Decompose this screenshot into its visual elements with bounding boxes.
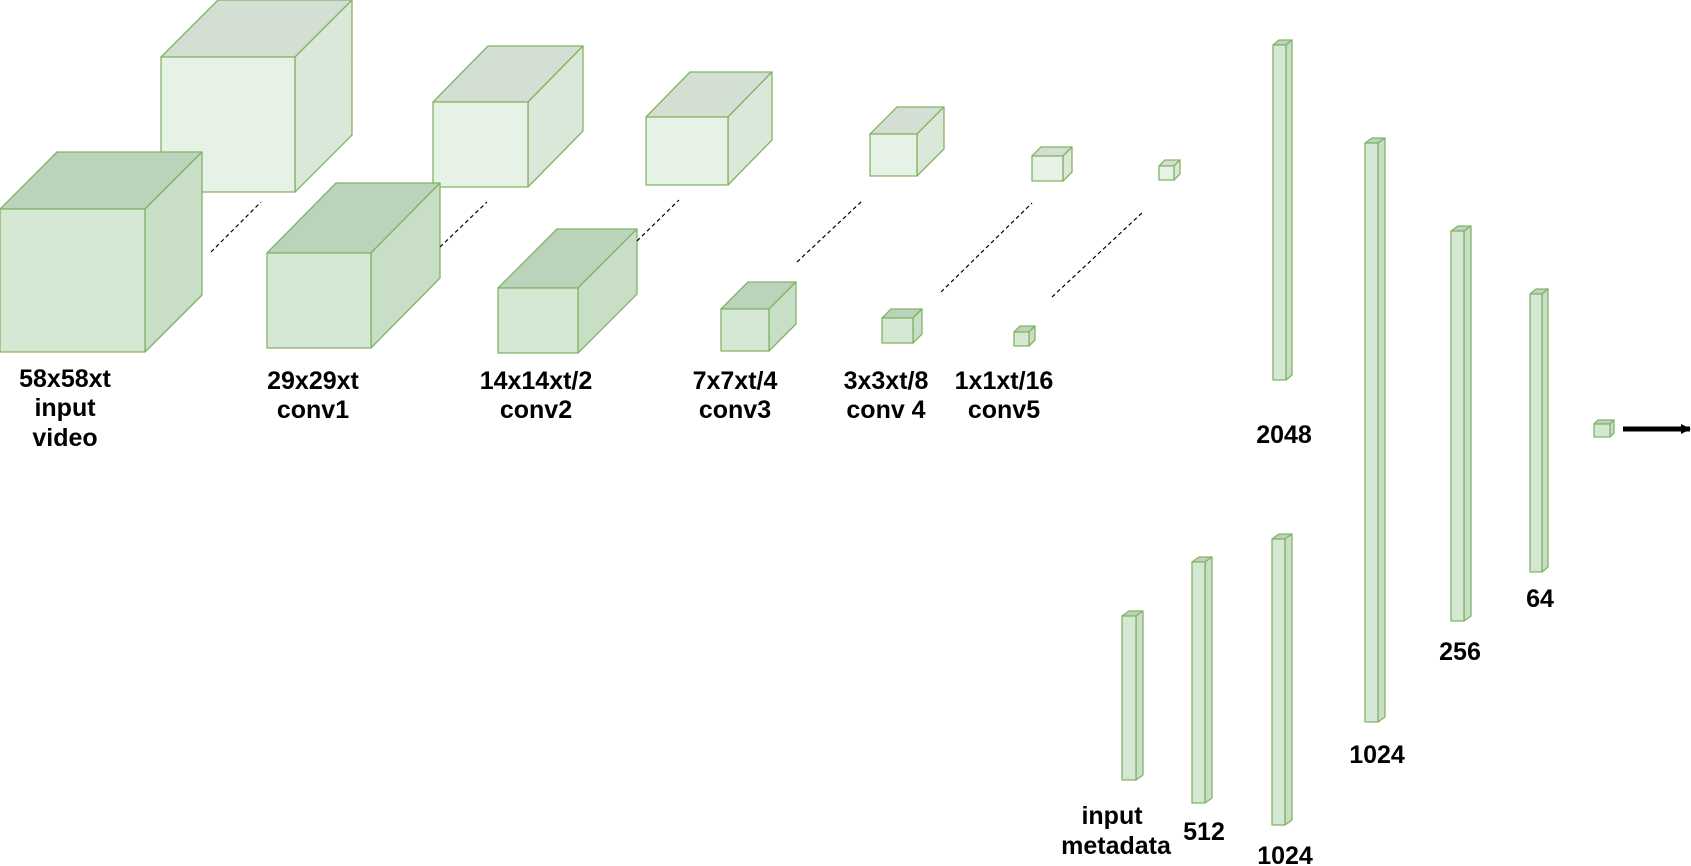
stage-label-line: conv2: [500, 396, 572, 424]
fc-label-512: 512: [1183, 818, 1225, 846]
fc-bar-512: [1191, 556, 1213, 804]
metadata-input-label: input metadata: [1061, 802, 1172, 860]
fc-label-1024-metadata: 1024: [1257, 842, 1313, 866]
stage-label-line: 14x14xt/2: [480, 367, 593, 395]
fc-bar-metadata-input: [1121, 610, 1144, 781]
cube-conv1-front: [266, 182, 441, 349]
fc-bar-1024-metadata-front: [1271, 538, 1286, 826]
fc-bar-1024-merged-side: [1377, 137, 1386, 723]
cube-input-video-front-front: [0, 208, 146, 353]
link-conv1-conv2: [439, 201, 488, 248]
cube-conv5-front: [1013, 325, 1036, 347]
metadata-label-line: input: [1081, 802, 1143, 830]
fc-bar-metadata-input-side: [1135, 610, 1144, 781]
cube-conv5-back: [1158, 159, 1181, 181]
fc-bar-1024-merged: [1364, 137, 1386, 723]
fc-bar-256-front: [1450, 230, 1465, 622]
stage-label-line: 3x3xt/8: [844, 367, 929, 395]
link-conv3-conv4: [796, 200, 863, 263]
fc-label-256: 256: [1439, 638, 1481, 666]
stage-label-conv3: 7x7xt/4 conv3: [693, 367, 778, 424]
cube-conv1-back-front: [432, 101, 529, 188]
cube-conv2-front: [497, 228, 638, 354]
cube-conv5-front-front: [1013, 331, 1030, 347]
stage-label-line: 1x1xt/16: [955, 367, 1054, 395]
links-layer: [210, 199, 1145, 298]
fc-bar-2048-side: [1285, 39, 1293, 381]
shapes-layer: [0, 0, 1615, 826]
stage-label-conv4: 3x3xt/8 conv 4: [844, 367, 929, 424]
link-conv4-conv5: [940, 202, 1033, 293]
fc-bar-512-front: [1191, 561, 1206, 804]
cube-conv2-back: [645, 71, 773, 186]
cube-input-video-front: [0, 151, 203, 353]
fc-bar-1024-metadata-side: [1284, 533, 1293, 826]
stage-label-line: conv1: [277, 396, 349, 424]
fc-bar-1024-metadata: [1271, 533, 1293, 826]
fc-bar-256: [1450, 225, 1472, 622]
fc-bar-512-side: [1204, 556, 1213, 804]
fc-bar-metadata-input-front: [1121, 615, 1137, 781]
cube-conv3-back: [869, 106, 945, 177]
cube-conv1-back: [432, 45, 584, 188]
cube-conv3-front: [720, 281, 797, 352]
link-input-conv1: [210, 201, 262, 253]
stage-label-line: 7x7xt/4: [693, 367, 778, 395]
stage-label-line: 58x58xt: [19, 365, 111, 393]
stage-label-conv1: 29x29xt conv1: [267, 367, 359, 424]
fc-label-64: 64: [1526, 585, 1554, 613]
fc-bar-256-side: [1463, 225, 1472, 622]
cube-conv2-front-front: [497, 287, 579, 354]
fc-bar-64-side: [1541, 288, 1549, 573]
stage-label-line: 29x29xt: [267, 367, 359, 395]
output-node-front: [1593, 423, 1611, 438]
stage-label-conv5: 1x1xt/16 conv5: [955, 367, 1054, 424]
cube-conv3-front-front: [720, 308, 770, 352]
stage-label-line: input: [34, 394, 96, 422]
stage-label-conv2: 14x14xt/2 conv2: [480, 367, 593, 424]
fc-bar-2048: [1272, 39, 1293, 381]
cube-conv3-back-front: [869, 133, 918, 177]
output-node: [1593, 419, 1615, 438]
stage-label-input-video: 58x58xt input video: [19, 365, 111, 452]
stage-label-line: conv 4: [846, 396, 925, 424]
fc-bar-1024-merged-front: [1364, 142, 1379, 723]
cube-conv4-front-front: [881, 317, 914, 344]
cube-conv5-back-front: [1158, 165, 1175, 181]
stage-label-line: conv3: [699, 396, 771, 424]
cube-conv2-back-front: [645, 116, 729, 186]
fc-label-2048: 2048: [1256, 421, 1312, 449]
fc-bar-2048-front: [1272, 44, 1287, 381]
stage-label-line: conv5: [968, 396, 1040, 424]
fc-bar-64-front: [1529, 293, 1543, 573]
link-conv2-conv3: [636, 199, 680, 242]
fc-label-1024-merged: 1024: [1349, 741, 1405, 769]
link-conv5-fc: [1051, 210, 1145, 298]
cube-conv1-front-front: [266, 252, 372, 349]
cube-conv4-front: [881, 308, 923, 344]
stage-label-line: video: [32, 424, 97, 452]
cube-conv4-back-front: [1031, 155, 1064, 182]
cube-conv4-back: [1031, 146, 1073, 182]
metadata-label-line: metadata: [1061, 832, 1172, 860]
fc-bar-64: [1529, 288, 1549, 573]
